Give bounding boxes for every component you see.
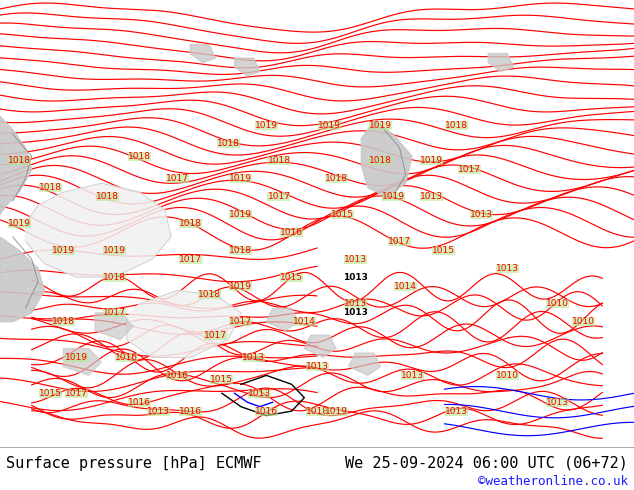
Text: 1017: 1017 [65, 389, 87, 398]
Text: 1013: 1013 [147, 407, 170, 416]
Text: 1018: 1018 [128, 152, 151, 161]
Text: 1017: 1017 [103, 308, 126, 318]
Text: 1018: 1018 [369, 156, 392, 166]
Text: 1016: 1016 [255, 407, 278, 416]
Text: 1016: 1016 [128, 398, 151, 407]
Text: 1017: 1017 [204, 331, 227, 340]
Text: 1015: 1015 [210, 375, 233, 384]
Text: 1013: 1013 [445, 407, 468, 416]
Text: 1010: 1010 [547, 299, 569, 308]
Text: Surface pressure [hPa] ECMWF: Surface pressure [hPa] ECMWF [6, 456, 262, 471]
Text: 1019: 1019 [230, 174, 252, 183]
Polygon shape [304, 335, 336, 358]
Polygon shape [235, 58, 260, 76]
Text: 1018: 1018 [52, 317, 75, 326]
Text: 1013: 1013 [306, 362, 328, 371]
Text: 1018: 1018 [445, 121, 468, 130]
Polygon shape [361, 121, 412, 196]
Text: 1015: 1015 [331, 210, 354, 219]
Polygon shape [0, 116, 32, 215]
Text: 1015: 1015 [39, 389, 62, 398]
Text: 1018: 1018 [103, 272, 126, 282]
Polygon shape [266, 308, 298, 331]
Text: 1018: 1018 [217, 139, 240, 147]
Text: 1017: 1017 [179, 255, 202, 264]
Text: 1019: 1019 [8, 219, 30, 228]
Text: We 25-09-2024 06:00 UTC (06+72): We 25-09-2024 06:00 UTC (06+72) [345, 456, 628, 471]
Text: 1018: 1018 [39, 183, 62, 192]
Text: 1017: 1017 [166, 174, 189, 183]
Text: 1013: 1013 [496, 264, 519, 272]
Polygon shape [25, 183, 171, 277]
Polygon shape [63, 348, 101, 375]
Text: 1013: 1013 [249, 389, 271, 398]
Text: 1018: 1018 [306, 407, 328, 416]
Text: 1017: 1017 [458, 165, 481, 174]
Text: 1018: 1018 [96, 192, 119, 201]
Text: 1017: 1017 [388, 237, 411, 246]
Text: 1014: 1014 [293, 317, 316, 326]
Text: 1014: 1014 [394, 281, 417, 291]
Text: 1018: 1018 [268, 156, 290, 166]
Polygon shape [95, 313, 133, 340]
Text: 1013: 1013 [547, 398, 569, 407]
Text: 1010: 1010 [572, 317, 595, 326]
Text: 1018: 1018 [325, 174, 347, 183]
Polygon shape [127, 291, 241, 358]
Polygon shape [488, 53, 514, 72]
Text: 1019: 1019 [325, 407, 347, 416]
Text: 1016: 1016 [179, 407, 202, 416]
Text: 1018: 1018 [198, 291, 221, 299]
Text: 1010: 1010 [496, 371, 519, 380]
Text: 1013: 1013 [344, 255, 366, 264]
Text: 1019: 1019 [382, 192, 404, 201]
Text: ©weatheronline.co.uk: ©weatheronline.co.uk [477, 475, 628, 488]
Text: 1018: 1018 [8, 156, 30, 166]
Text: 1013: 1013 [420, 192, 443, 201]
Text: 1019: 1019 [230, 281, 252, 291]
Text: 1019: 1019 [420, 156, 443, 166]
Text: 1018: 1018 [230, 246, 252, 255]
Text: 1019: 1019 [318, 121, 341, 130]
Text: 1019: 1019 [103, 246, 126, 255]
Text: 1013: 1013 [470, 210, 493, 219]
Text: 1019: 1019 [369, 121, 392, 130]
Text: 1013: 1013 [401, 371, 424, 380]
Text: 1016: 1016 [280, 228, 303, 237]
Text: 1015: 1015 [280, 272, 303, 282]
Text: 1015: 1015 [432, 246, 455, 255]
Text: 1019: 1019 [255, 121, 278, 130]
Text: 1019: 1019 [65, 353, 87, 362]
Text: 1019: 1019 [52, 246, 75, 255]
Text: 1017: 1017 [230, 317, 252, 326]
Text: 1019: 1019 [230, 210, 252, 219]
Text: 1013: 1013 [242, 353, 265, 362]
Text: 1016: 1016 [166, 371, 189, 380]
Text: 1013: 1013 [344, 299, 366, 308]
Text: 1016: 1016 [115, 353, 138, 362]
Polygon shape [190, 45, 216, 63]
Polygon shape [349, 353, 380, 375]
Text: 1017: 1017 [268, 192, 290, 201]
Polygon shape [0, 237, 44, 322]
Text: 1013: 1013 [342, 272, 368, 282]
Text: 1013: 1013 [342, 308, 368, 318]
Text: 1018: 1018 [179, 219, 202, 228]
